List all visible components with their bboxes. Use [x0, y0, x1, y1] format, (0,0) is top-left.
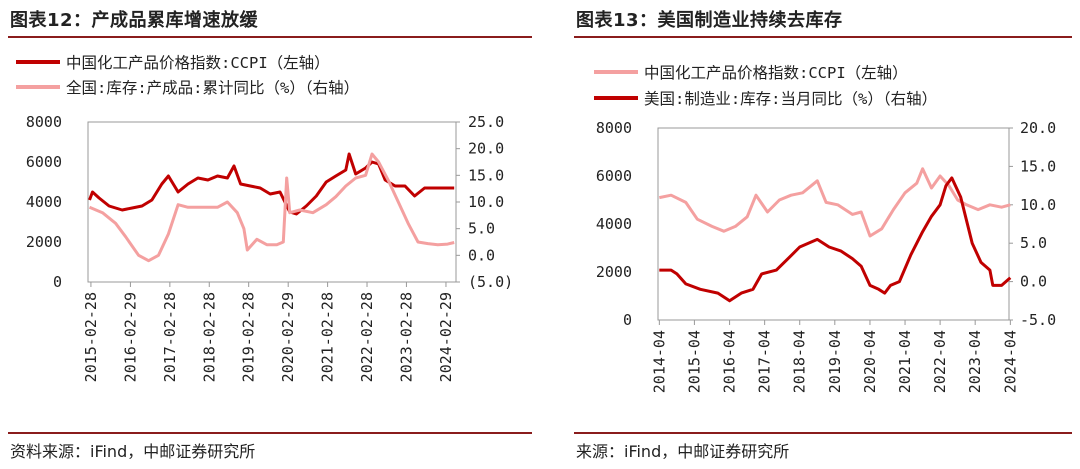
- x-axis-tick-label: 2019-04: [826, 330, 844, 393]
- series-line-2: [88, 152, 455, 263]
- x-axis-tick-label: 2020-02-29: [279, 292, 297, 382]
- figure-12-chart: 0 2000 4000 6000 8000 (5.0) 0.0 5.0 10.0 15.0 20.0…: [16, 54, 513, 382]
- figure-13-bottom-rule: [574, 432, 1072, 434]
- x-axis-tick-label: 2022-02-28: [358, 292, 376, 382]
- left-axis-tick-label: 2000: [596, 263, 632, 281]
- left-axis-tick-label: 6000: [596, 167, 632, 185]
- left-axis-tick-label: 8000: [596, 119, 632, 137]
- figure-12-panel: 图表12：产成品累库增速放缓 0 2000 4000 6000 8000 (5.0) 0.0…: [8, 10, 532, 461]
- x-axis-tick-label: 2018-02-28: [200, 292, 218, 382]
- left-axis-tick-label: 0: [53, 273, 62, 291]
- figure-12-bottom-rule: [8, 432, 532, 434]
- x-axis-tick-label: 2021-04: [896, 330, 914, 393]
- right-axis-tick-label: 20.0: [1020, 119, 1056, 137]
- series-line-2: [659, 176, 1012, 303]
- x-axis-tick-label: 2017-04: [756, 330, 774, 393]
- series-line-1: [88, 152, 455, 216]
- right-axis-tick-label: 25.0: [468, 113, 504, 131]
- right-axis-tick-label: 20.0: [468, 140, 504, 158]
- figure-13-title: 图表13：美国制造业持续去库存: [576, 10, 843, 31]
- x-axis-tick-label: 2015-04: [685, 330, 703, 393]
- figure-13-source: 来源：iFind，中邮证券研究所: [576, 442, 790, 461]
- figure-13-panel: 图表13：美国制造业持续去库存 0 2000 4000 6000 8000 -5.0 0.0…: [540, 0, 1080, 469]
- right-axis-tick-label: 15.0: [468, 166, 504, 184]
- left-axis-tick-label: 6000: [26, 153, 62, 171]
- x-axis-tick-label: 2017-02-28: [161, 292, 179, 382]
- right-axis-tick-label: 10.0: [1020, 196, 1056, 214]
- figure-12-title: 图表12：产成品累库增速放缓: [10, 10, 259, 31]
- right-axis-tick-label: (5.0): [468, 273, 513, 291]
- left-axis-tick-label: 0: [623, 311, 632, 329]
- x-axis-tick-label: 2024-02-29: [437, 292, 455, 382]
- x-axis-tick-label: 2023-04: [966, 330, 984, 393]
- figure-13-chart: 0 2000 4000 6000 8000 -5.0 0.0 5.0 10.0 15.0 20.0 2…: [594, 64, 1056, 393]
- plot-frame: [657, 127, 1010, 321]
- left-axis-tick-label: 2000: [26, 233, 62, 251]
- right-axis-tick-label: 0.0: [1020, 273, 1047, 291]
- legend-label: 全国:库存:产成品:累计同比（%）（右轴）: [66, 79, 359, 97]
- x-axis-tick-label: 2015-02-28: [82, 292, 100, 382]
- left-axis-tick-label: 4000: [596, 215, 632, 233]
- left-axis-tick-label: 8000: [26, 113, 62, 131]
- x-axis-tick-label: 2016-02-29: [121, 292, 139, 382]
- right-axis-tick-label: 10.0: [468, 193, 504, 211]
- x-axis-tick-label: 2023-02-28: [397, 292, 415, 382]
- series-line-1: [659, 167, 1011, 238]
- x-axis-tick-label: 2014-04: [650, 330, 668, 393]
- x-axis-tick-label: 2022-04: [931, 330, 949, 393]
- x-axis-tick-label: 2019-02-28: [240, 292, 258, 382]
- right-axis-tick-label: -5.0: [1020, 311, 1056, 329]
- left-axis-tick-label: 4000: [26, 193, 62, 211]
- right-axis-tick-label: 5.0: [1020, 234, 1047, 252]
- legend-label: 中国化工产品价格指数:CCPI（左轴）: [644, 64, 908, 82]
- right-axis-tick-label: 5.0: [468, 220, 495, 238]
- figure-13-title-rule: [574, 36, 1072, 38]
- figure-12-title-rule: [8, 36, 532, 38]
- x-axis-tick-label: 2021-02-28: [319, 292, 337, 382]
- x-axis-tick-label: 2016-04: [721, 330, 739, 393]
- legend-label: 美国:制造业:库存:当月同比（%）（右轴）: [644, 90, 937, 108]
- right-axis-tick-label: 15.0: [1020, 157, 1056, 175]
- right-axis-tick-label: 0.0: [468, 246, 495, 264]
- x-axis-tick-label: 2018-04: [791, 330, 809, 393]
- x-axis-tick-label: 2020-04: [861, 330, 879, 393]
- figure-12-source: 资料来源：iFind，中邮证券研究所: [10, 442, 256, 461]
- x-axis-tick-label: 2024-04: [1001, 330, 1019, 393]
- legend-label: 中国化工产品价格指数:CCPI（左轴）: [66, 54, 330, 72]
